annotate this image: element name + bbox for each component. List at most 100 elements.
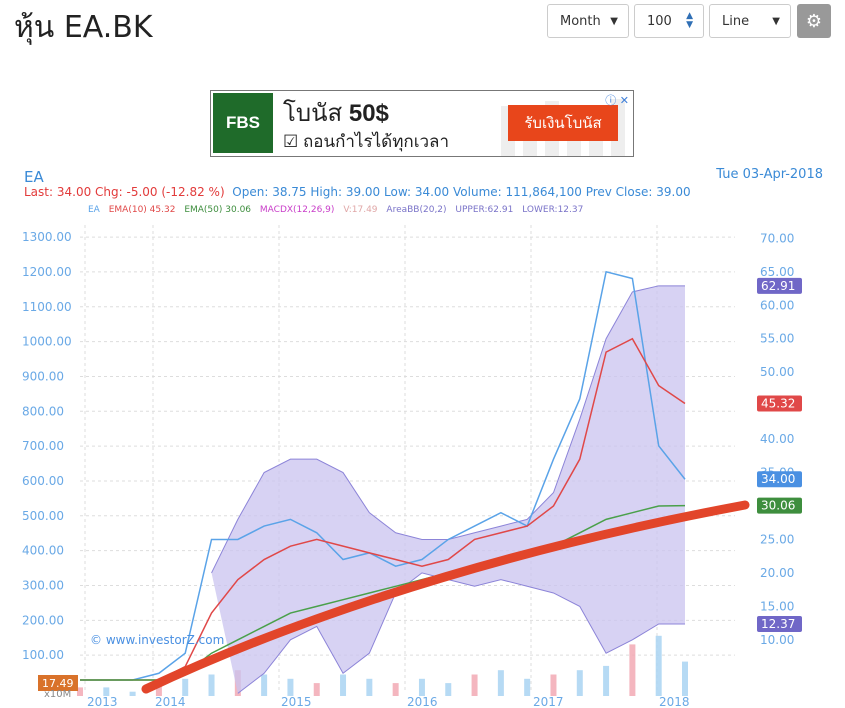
price-label-box (757, 277, 802, 294)
legend-lower: LOWER:12.37 (522, 205, 584, 215)
x-tick-label: 2015 (281, 695, 312, 708)
price-label: 45.32 (761, 397, 795, 411)
left-tick-label: 1100.00 (22, 300, 72, 314)
legend-macd: MACDX(12,26,9) (259, 205, 335, 215)
right-tick-label: 50.00 (760, 365, 794, 379)
lower-band-line (237, 572, 685, 694)
left-tick-label: 200.00 (22, 613, 64, 627)
ad-cta-button[interactable]: รับเงินโบนัส (508, 105, 618, 141)
quote-change: Chg: -5.00 (-12.82 %) (95, 185, 225, 199)
volume-bar (576, 670, 583, 696)
volume-bar (366, 678, 373, 696)
chart-date: Tue 03-Apr-2018 (716, 167, 823, 182)
price-label-box (757, 615, 802, 632)
volume-bar (471, 674, 478, 696)
trend-annotation (141, 500, 750, 694)
quote-low: Low: 34.00 (384, 185, 450, 199)
ad-headline: โบนัส 50$ (283, 93, 389, 132)
price-label-box (757, 395, 802, 412)
price-label-box (757, 471, 802, 488)
volume-bar (524, 678, 531, 696)
period-select[interactable]: Month ▼ (547, 4, 629, 38)
left-tick-label: 1200.00 (22, 265, 72, 279)
chart-legend: EA EMA(10) 45.32 EMA(50) 30.06 MACDX(12,… (88, 205, 589, 215)
volume-bar (77, 687, 83, 696)
price-label: 12.37 (761, 617, 795, 631)
left-tick-label: 400.00 (22, 544, 64, 558)
legend-upper: UPPER:62.91 (455, 205, 514, 215)
chart-grid (80, 225, 735, 690)
count-value: 100 (647, 13, 672, 29)
quote-open: Open: 38.75 (232, 185, 307, 199)
volume-bar (155, 683, 162, 696)
volume-bar (208, 674, 215, 696)
band-area (211, 285, 686, 694)
quote-high: High: 39.00 (310, 185, 381, 199)
volume-bar (261, 674, 268, 696)
x-tick-label: 2018 (659, 695, 690, 708)
left-price-label: 17.49 (42, 677, 74, 690)
watermark: © www.investorZ.com (90, 633, 224, 647)
volume-bar (445, 683, 452, 696)
right-tick-label: 70.00 (760, 231, 794, 245)
left-tick-label: 500.00 (22, 509, 64, 523)
quote-line: Last: 34.00 Chg: -5.00 (-12.82 %) Open: … (24, 185, 691, 199)
x-tick-label: 2013 (87, 695, 118, 708)
volume-bar (340, 674, 347, 696)
volume-bar (287, 678, 294, 696)
volume-bar (418, 678, 425, 696)
page-title: หุ้น EA.BK (14, 10, 153, 45)
legend-volume: V:17.49 (343, 205, 378, 215)
quote-prev-close: Prev Close: 39.00 (585, 185, 691, 199)
chart-axes: 100.00 200.00 300.00 400.00 500.00 600.00 700.… (22, 230, 794, 708)
right-tick-label: 65.00 (760, 265, 794, 279)
stepper-arrows-icon[interactable]: ▲ ▼ (686, 11, 693, 30)
chart-type-select[interactable]: Line ▼ (709, 4, 791, 38)
volume-unit: x10M (44, 689, 71, 700)
legend-ema50: EMA(50) 30.06 (184, 205, 252, 215)
volume-bar (103, 687, 110, 696)
chart-symbol: EA (24, 168, 44, 186)
chevron-down-icon: ▼ (610, 15, 618, 27)
left-tick-label: 900.00 (22, 369, 64, 383)
volume-bar (129, 691, 136, 696)
price-label-box (757, 497, 802, 514)
x-tick-label: 2014 (155, 695, 186, 708)
count-stepper[interactable]: 100 ▲ ▼ (634, 4, 704, 38)
right-tick-label: 60.00 (760, 298, 794, 312)
left-tick-label: 100.00 (22, 648, 64, 662)
left-tick-label: 700.00 (22, 439, 64, 453)
volume-bar (182, 678, 189, 696)
legend-bb: AreaBB(20,2) (386, 205, 447, 215)
volume-bar (629, 644, 636, 696)
volume-bar (655, 635, 662, 696)
right-tick-label: 15.00 (760, 599, 794, 613)
volume-bar (497, 670, 504, 696)
period-select-value: Month (560, 13, 601, 29)
left-tick-label: 600.00 (22, 474, 64, 488)
quote-last: Last: 34.00 (24, 185, 92, 199)
right-tick-label: 10.00 (760, 633, 794, 647)
x-tick-label: 2017 (533, 695, 564, 708)
right-tick-label: 20.00 (760, 566, 794, 580)
series-lines (80, 270, 750, 694)
quote-volume: Volume: 111,864,100 (453, 185, 582, 199)
ad-logo: FBS (213, 93, 273, 153)
ad-subtext: ☑ ถอนกำไรได้ทุกเวลา (283, 132, 450, 151)
legend-ema10: EMA(10) 45.32 (108, 205, 176, 215)
price-label: 62.91 (761, 279, 795, 293)
ad-headline-amount: 50$ (348, 100, 389, 127)
ad-close-icon[interactable]: ⓘ ✕ (605, 94, 629, 107)
left-tick-label: 800.00 (22, 404, 64, 418)
left-tick-label: 1300.00 (22, 230, 72, 244)
settings-button[interactable]: ⚙ (797, 4, 831, 38)
volume-bar (392, 683, 399, 696)
legend-ea: EA (88, 205, 100, 215)
x-tick-label: 2016 (407, 695, 438, 708)
price-label: 34.00 (761, 472, 795, 486)
ad-banner[interactable]: FBS โบนัส 50$ ☑ ถอนกำไรได้ทุกเวลา รับเงิ… (210, 90, 634, 157)
series-line-ea (80, 270, 686, 681)
gear-icon: ⚙ (805, 10, 823, 32)
